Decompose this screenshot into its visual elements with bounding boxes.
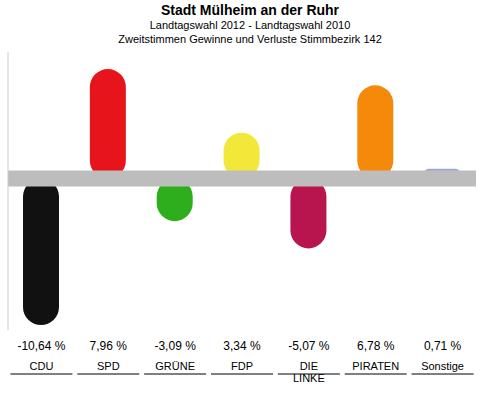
svg-text:7,96 %: 7,96 % (90, 339, 128, 353)
svg-text:-5,07 %: -5,07 % (288, 339, 330, 353)
svg-text:FDP: FDP (231, 360, 253, 372)
svg-text:PIRATEN: PIRATEN (352, 360, 399, 372)
svg-text:GRÜNE: GRÜNE (155, 360, 195, 372)
svg-text:CDU: CDU (30, 360, 54, 372)
html-text:Stadt Mülheim an der Ruhr: Stadt Mülheim an der Ruhr (160, 2, 340, 18)
svg-text:0,71 %: 0,71 % (424, 339, 462, 353)
html-text:Landtagswahl 2012 - Landtagswa: Landtagswahl 2012 - Landtagswahl 2010 (149, 19, 351, 31)
svg-text:SPD: SPD (97, 360, 120, 372)
svg-text:LINKE: LINKE (293, 372, 325, 384)
html-text:Zweitstimmen Gewinne und Verlu: Zweitstimmen Gewinne und Verluste Stimmb… (118, 33, 382, 45)
svg-text:-3,09 %: -3,09 % (154, 339, 196, 353)
svg-text:DIE: DIE (300, 360, 318, 372)
svg-text:3,34 %: 3,34 % (223, 339, 261, 353)
svg-text:Sonstige: Sonstige (421, 360, 464, 372)
svg-text:6,78 %: 6,78 % (357, 339, 395, 353)
svg-text:-10,64 %: -10,64 % (17, 339, 65, 353)
